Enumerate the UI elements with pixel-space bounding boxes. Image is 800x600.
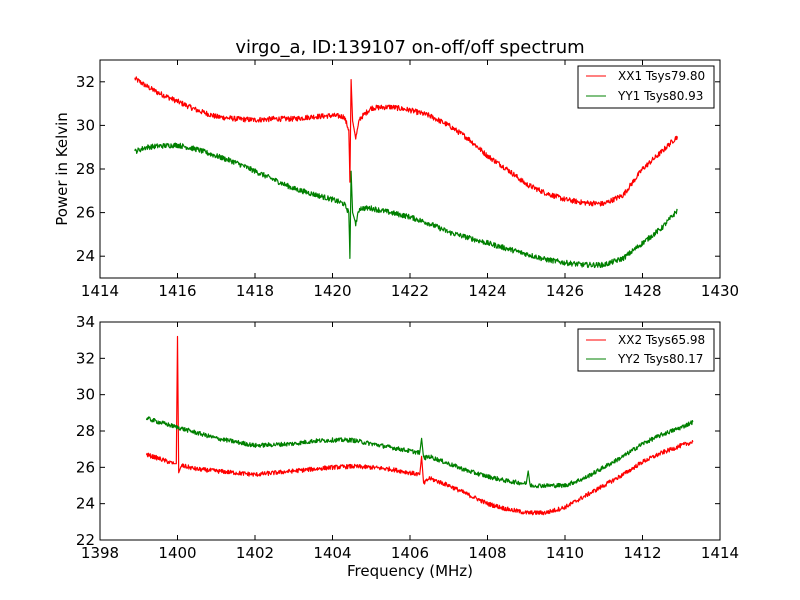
x-tick-label: 1428 [623, 282, 661, 300]
x-tick-label: 1398 [81, 544, 119, 562]
y-tick-label: 26 [76, 458, 95, 476]
x-tick-label: 1406 [391, 544, 429, 562]
y-tick-label: 30 [76, 386, 95, 404]
series-line-xx1 [134, 76, 678, 207]
top-legend-box [577, 65, 715, 109]
top-ticks: 1414 1416 1418 1420 1422 1424 1426 1428 1430 24 26… [76, 60, 739, 300]
x-tick-label: 1414 [81, 282, 119, 300]
x-tick-label: 1422 [391, 282, 429, 300]
y-tick-label: 32 [76, 73, 95, 91]
series-line-yy1 [134, 142, 678, 269]
x-tick-label: 1430 [701, 282, 739, 300]
x-tick-label: 1418 [236, 282, 274, 300]
x-tick-label: 1400 [158, 544, 196, 562]
x-tick-label: 1412 [623, 544, 661, 562]
y-tick-label: 34 [76, 313, 95, 331]
y-tick-label: 24 [76, 495, 95, 513]
top-legend: XX1 Tsys79.80 YY1 Tsys80.93 [577, 65, 715, 109]
legend-label-yy2: YY2 Tsys80.17 [617, 352, 703, 366]
bottom-legend: XX2 Tsys65.98 YY2 Tsys80.17 [577, 328, 715, 372]
series-line-xx2 [145, 335, 694, 516]
x-tick-label: 1414 [701, 544, 739, 562]
chart-title: virgo_a, ID:139107 on-off/off spectrum [235, 37, 584, 58]
legend-label-xx2: XX2 Tsys65.98 [618, 333, 705, 347]
x-tick-label: 1402 [236, 544, 274, 562]
top-panel: 1414 1416 1418 1420 1422 1424 1426 1428 1430 24 26… [53, 59, 739, 300]
bottom-xlabel: Frequency (MHz) [347, 562, 473, 580]
x-tick-label: 1424 [468, 282, 506, 300]
legend-label-xx1: XX1 Tsys79.80 [618, 69, 705, 83]
y-tick-label: 30 [76, 116, 95, 134]
bottom-panel: 1398 1400 1402 1404 1406 1408 1410 1412 1414 22 24… [76, 313, 739, 580]
bottom-legend-box [577, 328, 715, 372]
y-tick-label: 28 [76, 160, 95, 178]
x-tick-label: 1416 [158, 282, 196, 300]
y-tick-label: 26 [76, 204, 95, 222]
series-line-yy2 [145, 416, 694, 489]
bottom-ticks: 1398 1400 1402 1404 1406 1408 1410 1412 1414 22 24… [76, 313, 739, 562]
x-tick-label: 1420 [313, 282, 351, 300]
top-plot-lines [134, 76, 678, 269]
y-tick-label: 28 [76, 422, 95, 440]
y-tick-label: 22 [76, 531, 95, 549]
bottom-plot-lines [145, 335, 694, 516]
y-tick-label: 32 [76, 349, 95, 367]
legend-label-yy1: YY1 Tsys80.93 [617, 89, 703, 103]
x-tick-label: 1404 [313, 544, 351, 562]
x-tick-label: 1410 [546, 544, 584, 562]
top-ylabel: Power in Kelvin [53, 112, 71, 226]
x-tick-label: 1426 [546, 282, 584, 300]
x-tick-label: 1408 [468, 544, 506, 562]
y-tick-label: 24 [76, 247, 95, 265]
